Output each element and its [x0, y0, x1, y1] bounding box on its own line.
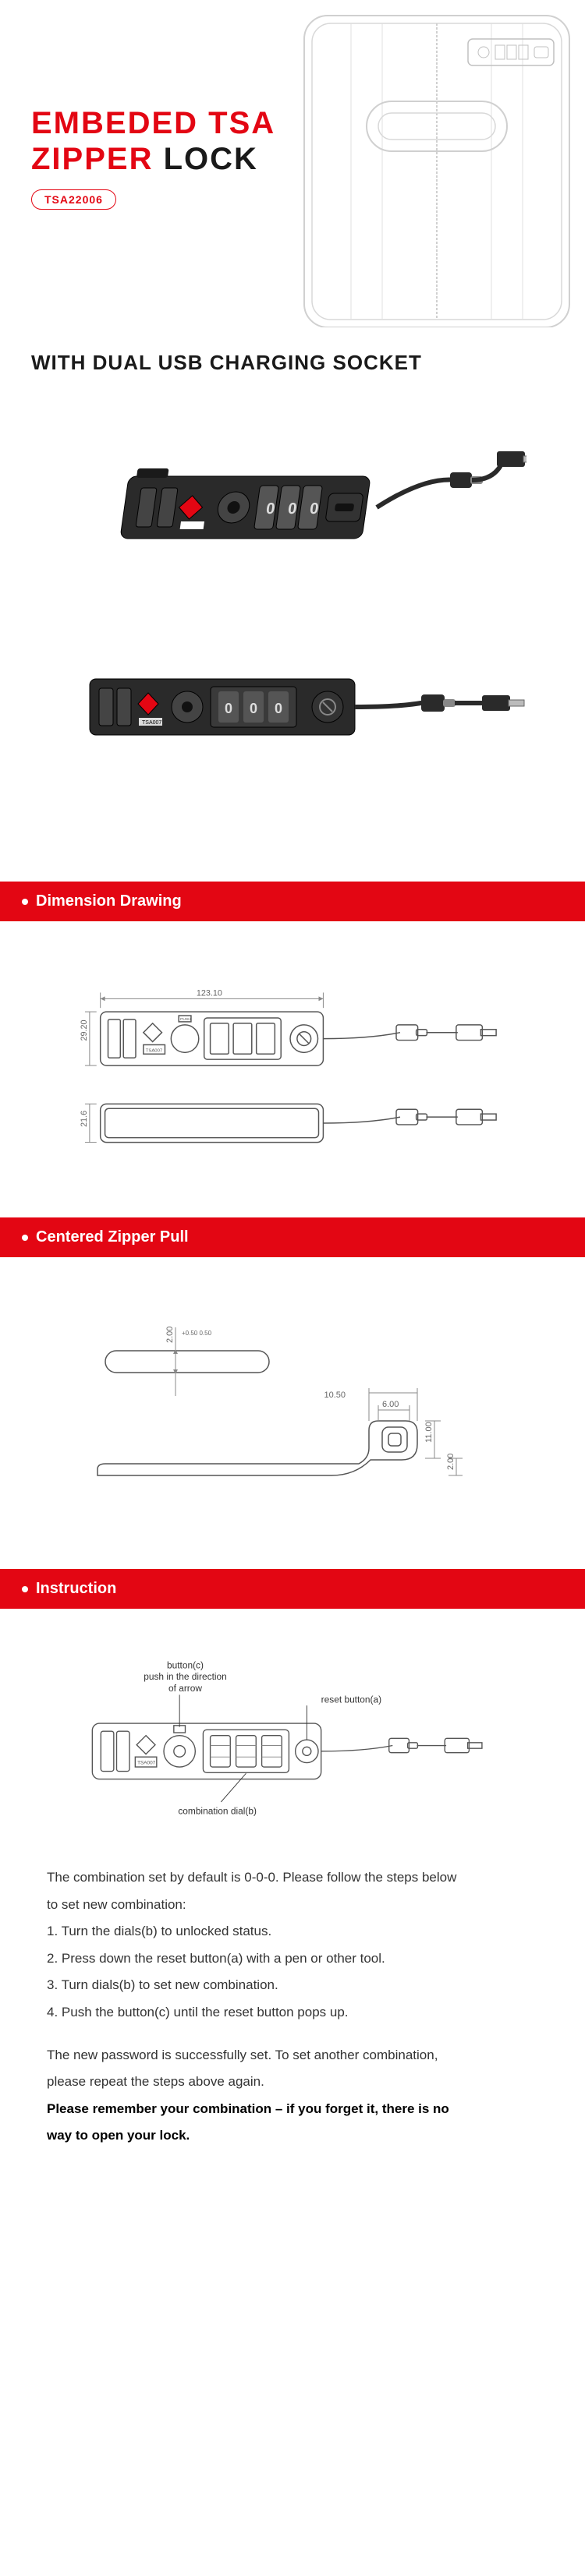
hero-section: EMBEDED TSA ZIPPER LOCK TSA22006	[0, 0, 585, 327]
svg-text:+0.50 0.50: +0.50 0.50	[182, 1330, 212, 1337]
title-word-3: ZIPPER	[31, 142, 164, 176]
svg-text:PUSH: PUSH	[180, 1017, 191, 1022]
dim-height: 29.20	[80, 1019, 89, 1041]
instruction-drawing: button(c) push in the direction of arrow…	[47, 1648, 538, 1835]
inst-step-2: 2. Press down the reset button(a) with a…	[47, 1947, 538, 1971]
svg-text:0: 0	[225, 701, 232, 716]
instruction-text: The combination set by default is 0-0-0.…	[47, 1866, 538, 2148]
product-photo-front: TSA007 0 0 0	[47, 617, 538, 788]
svg-text:TSA007: TSA007	[137, 1760, 156, 1765]
hero-text-block: EMBEDED TSA ZIPPER LOCK TSA22006	[31, 105, 275, 210]
inst-step-1: 1. Turn the dials(b) to unlocked status.	[47, 1920, 538, 1944]
zipper-drawing: 2.00 +0.50 0.50 6.00 10.50 11.00 2.00	[0, 1257, 585, 1569]
product-photos: 0 0 0 TSA007	[0, 383, 585, 882]
product-title: EMBEDED TSA ZIPPER LOCK	[31, 105, 275, 177]
inst-step-4: 4. Push the button(c) until the reset bu…	[47, 2001, 538, 2025]
suitcase-illustration	[257, 0, 585, 327]
svg-text:of arrow: of arrow	[168, 1683, 202, 1694]
inst-intro-2: to set new combination:	[47, 1893, 538, 1917]
inst-outro-1: The new password is successfully set. To…	[47, 2044, 538, 2068]
inst-outro-2: please repeat the steps above again.	[47, 2070, 538, 2094]
svg-text:0: 0	[250, 701, 257, 716]
svg-text:push in the direction: push in the direction	[144, 1671, 227, 1682]
inst-warn-2: way to open your lock.	[47, 2124, 538, 2148]
svg-text:0: 0	[275, 701, 282, 716]
instruction-block: button(c) push in the direction of arrow…	[0, 1609, 585, 2214]
svg-text:6.00: 6.00	[382, 1400, 399, 1409]
svg-text:combination dial(b): combination dial(b)	[178, 1806, 257, 1817]
product-photo-angled: 0 0 0	[47, 414, 538, 585]
zipper-header-text: Centered Zipper Pull	[36, 1228, 189, 1246]
title-word-1: EMBEDED	[31, 106, 208, 140]
inst-warn-1: Please remember your combination – if yo…	[47, 2097, 538, 2122]
usb-section-title: WITH DUAL USB CHARGING SOCKET	[0, 327, 585, 383]
title-word-4: LOCK	[164, 142, 258, 176]
instruction-header-text: Instruction	[36, 1580, 116, 1598]
svg-text:2.00: 2.00	[446, 1454, 456, 1470]
title-word-2: TSA	[208, 106, 275, 140]
model-badge: TSA22006	[31, 189, 116, 210]
dimension-header-text: Dimension Drawing	[36, 892, 182, 910]
inst-step-3: 3. Turn dials(b) to set new combination.	[47, 1974, 538, 1998]
svg-text:TSA007: TSA007	[142, 720, 161, 726]
svg-text:2.00: 2.00	[165, 1327, 175, 1343]
instruction-header: Instruction	[0, 1569, 585, 1609]
dimension-header: Dimension Drawing	[0, 882, 585, 921]
dim-width: 123.10	[197, 988, 222, 998]
svg-text:TSA007: TSA007	[146, 1048, 162, 1053]
dimension-drawing: 123.10 29.20 TSA007 PUSH 21.6	[0, 921, 585, 1217]
svg-text:reset button(a): reset button(a)	[321, 1694, 381, 1705]
svg-text:button(c): button(c)	[167, 1660, 204, 1671]
inst-intro-1: The combination set by default is 0-0-0.…	[47, 1866, 538, 1890]
zipper-header: Centered Zipper Pull	[0, 1217, 585, 1257]
svg-text:11.00: 11.00	[424, 1422, 434, 1443]
dim-side: 21.6	[80, 1111, 89, 1127]
svg-text:10.50: 10.50	[324, 1390, 346, 1400]
